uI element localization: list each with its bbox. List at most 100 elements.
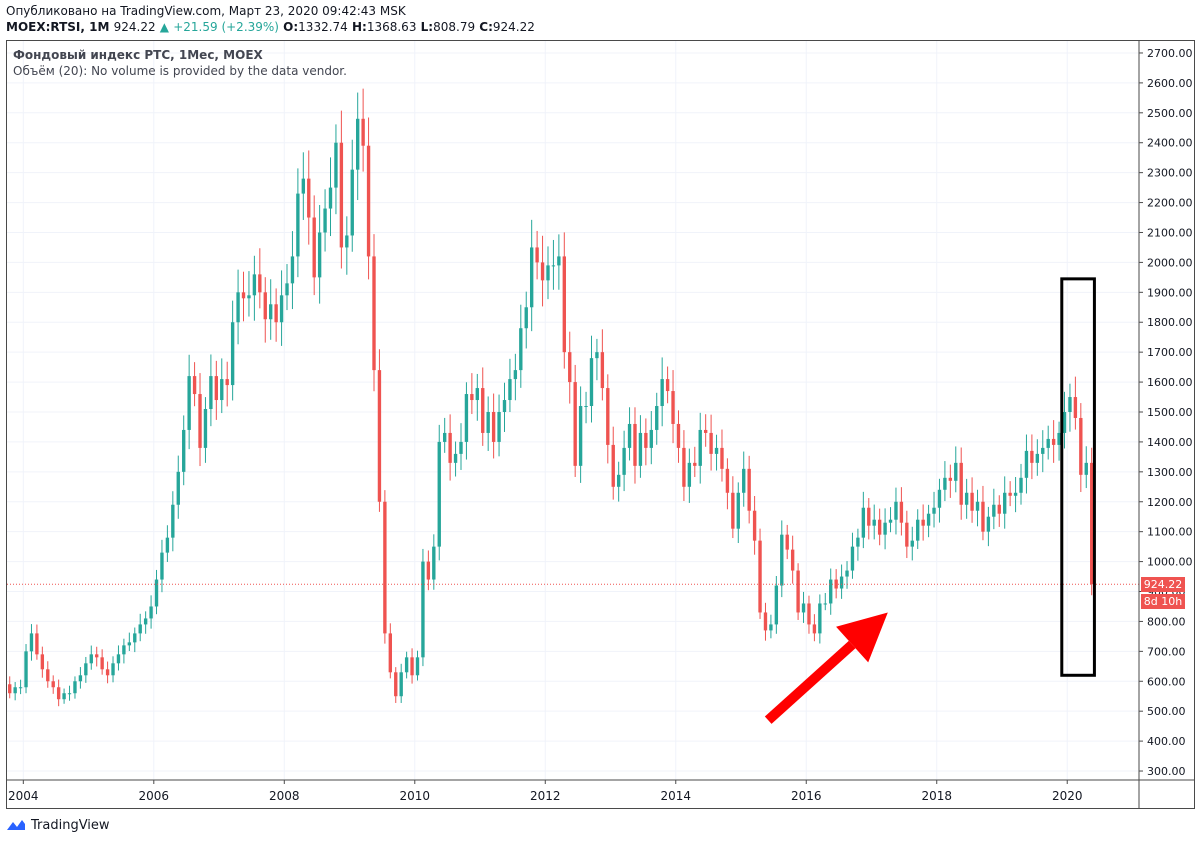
high-label: H: <box>351 20 367 34</box>
last-price-tag: 924.22 <box>1141 577 1185 592</box>
candle-body <box>736 492 740 529</box>
y-tick-label: 300.00 <box>1147 765 1186 778</box>
candle-body <box>796 570 800 613</box>
candle-body <box>986 516 991 532</box>
x-tick-label: 2010 <box>400 789 431 803</box>
y-tick-label: 800.00 <box>1147 615 1186 628</box>
candle-body <box>143 618 148 625</box>
candle-body <box>290 256 295 284</box>
candle-body <box>725 468 730 493</box>
candle-body <box>176 471 180 505</box>
candle-body <box>1046 438 1050 448</box>
tradingview-logo-icon <box>7 820 25 830</box>
y-tick-label: 1500.00 <box>1147 406 1193 419</box>
candle-body <box>491 411 496 442</box>
candle-body <box>366 145 371 257</box>
candle-body <box>116 654 121 664</box>
y-tick-label: 2000.00 <box>1147 256 1193 269</box>
candle-body <box>350 169 354 236</box>
highlight-box <box>1060 277 1096 677</box>
candle-body <box>573 382 577 466</box>
x-tick-label: 2016 <box>791 789 822 803</box>
candle-body <box>187 376 191 430</box>
x-tick-label: 2020 <box>1052 789 1083 803</box>
candle-body <box>198 394 202 448</box>
candle-body <box>584 406 588 408</box>
candle-body <box>568 352 572 383</box>
high-value: 1368.63 <box>366 20 417 34</box>
candle-body <box>888 519 893 523</box>
candle-body <box>388 633 392 673</box>
candle-body <box>785 534 789 550</box>
candlestick-chart[interactable]: 300.00400.00500.00600.00700.00800.00900.… <box>6 40 1195 809</box>
candle-body <box>73 681 77 694</box>
candle-body <box>970 492 974 511</box>
candle-body <box>149 606 153 619</box>
candle-body <box>35 633 39 655</box>
candle-body <box>529 247 534 308</box>
candle-body <box>29 633 34 652</box>
y-tick-label: 400.00 <box>1147 735 1186 748</box>
candle-body <box>323 208 327 233</box>
candle-body <box>317 232 322 278</box>
candle-body <box>932 507 936 514</box>
candle-body <box>508 379 512 401</box>
candle-body <box>296 193 300 257</box>
candle-body <box>600 352 605 389</box>
candle-body <box>1084 462 1088 475</box>
candle-body <box>100 657 104 670</box>
open-value: 1332.74 <box>298 20 348 34</box>
candle-body <box>589 358 594 407</box>
close-label: C: <box>479 20 493 34</box>
candle-body <box>1024 450 1029 478</box>
candle-body <box>339 142 344 248</box>
symbol-label[interactable]: MOEX:RTSI, 1M <box>6 20 110 34</box>
candle-body <box>214 376 219 401</box>
candle-body <box>165 537 170 553</box>
tradingview-footer[interactable]: TradingView <box>6 815 110 835</box>
candle-body <box>964 492 969 505</box>
candle-body <box>209 376 213 410</box>
candle-body <box>105 669 110 676</box>
candle-body <box>236 292 240 323</box>
candle-body <box>51 681 55 688</box>
candle-body <box>404 657 409 673</box>
x-tick-label: 2006 <box>139 789 170 803</box>
candle-body <box>334 142 338 188</box>
candle-body <box>437 441 441 547</box>
candle-body <box>301 178 306 194</box>
candle-body <box>160 552 164 580</box>
candle-body <box>823 603 827 605</box>
candle-body <box>655 406 659 430</box>
candle-body <box>693 462 697 466</box>
candle-body <box>154 579 159 607</box>
symbol-quote-line: MOEX:RTSI, 1M 924.22 ▲ +21.59 (+2.39%) O… <box>6 19 535 35</box>
candle-body <box>312 217 316 278</box>
x-tick-label: 2012 <box>530 789 561 803</box>
low-label: L: <box>420 20 434 34</box>
candle-body <box>307 178 311 218</box>
candle-body <box>790 549 795 571</box>
candle-body <box>394 672 398 697</box>
candle-body <box>883 522 887 535</box>
candle-body <box>633 423 637 466</box>
candle-body <box>714 447 719 454</box>
low-value: 808.79 <box>433 20 476 34</box>
candle-body <box>954 462 958 481</box>
candle-body <box>497 411 501 442</box>
candle-body <box>1051 438 1056 445</box>
y-tick-label: 2100.00 <box>1147 226 1193 239</box>
y-tick-label: 2500.00 <box>1147 107 1193 120</box>
candle-body <box>459 441 463 454</box>
candle-body <box>89 654 93 664</box>
candle-body <box>769 624 773 631</box>
candle-body <box>127 642 132 646</box>
candle-body <box>948 477 953 481</box>
y-tick-label: 700.00 <box>1147 645 1186 658</box>
candle-body <box>1035 453 1040 463</box>
candle-body <box>432 546 436 580</box>
y-tick-label: 2300.00 <box>1147 167 1193 180</box>
candle-body <box>513 370 518 380</box>
candle-body <box>138 624 142 634</box>
candle-body <box>758 540 762 613</box>
